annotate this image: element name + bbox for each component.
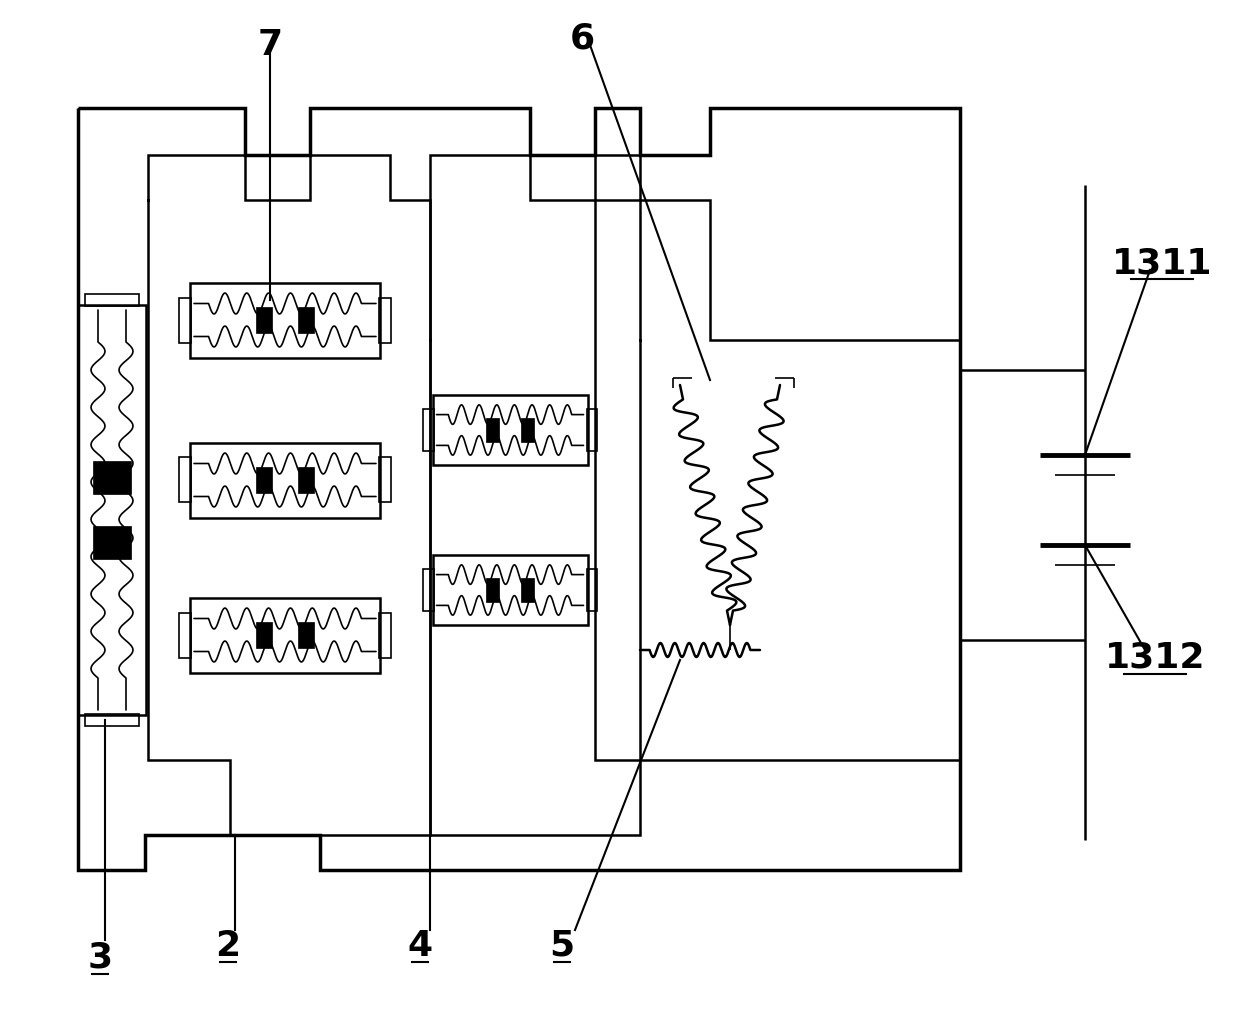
Bar (433, 555, 588, 625)
Bar (84, 714, 139, 726)
Text: 1312: 1312 (1105, 641, 1205, 675)
Bar (190, 283, 379, 358)
Bar (433, 395, 588, 465)
Bar (93, 527, 130, 559)
Bar (255, 307, 272, 333)
Text: 3: 3 (88, 941, 113, 975)
Text: 7: 7 (258, 28, 283, 62)
Bar (521, 577, 533, 603)
Bar (298, 307, 314, 333)
Text: 1311: 1311 (1112, 246, 1213, 280)
Bar (423, 569, 434, 611)
Bar (298, 467, 314, 493)
Bar (190, 443, 379, 518)
Bar (379, 613, 392, 657)
Bar (587, 409, 596, 451)
Bar (179, 298, 191, 342)
Text: 5: 5 (549, 929, 574, 963)
Bar (423, 409, 434, 451)
Bar (84, 294, 139, 306)
Bar (78, 305, 146, 715)
Bar (379, 298, 392, 342)
Bar (255, 622, 272, 648)
Bar (486, 417, 500, 443)
Text: 2: 2 (216, 929, 241, 963)
Bar (255, 467, 272, 493)
Text: 6: 6 (569, 21, 594, 55)
Bar (93, 461, 130, 493)
Bar (379, 458, 392, 502)
Bar (190, 598, 379, 673)
Text: 4: 4 (408, 929, 433, 963)
Bar (587, 569, 596, 611)
Bar (179, 458, 191, 502)
Bar (486, 577, 500, 603)
Bar (521, 417, 533, 443)
Bar (298, 622, 314, 648)
Bar (179, 613, 191, 657)
